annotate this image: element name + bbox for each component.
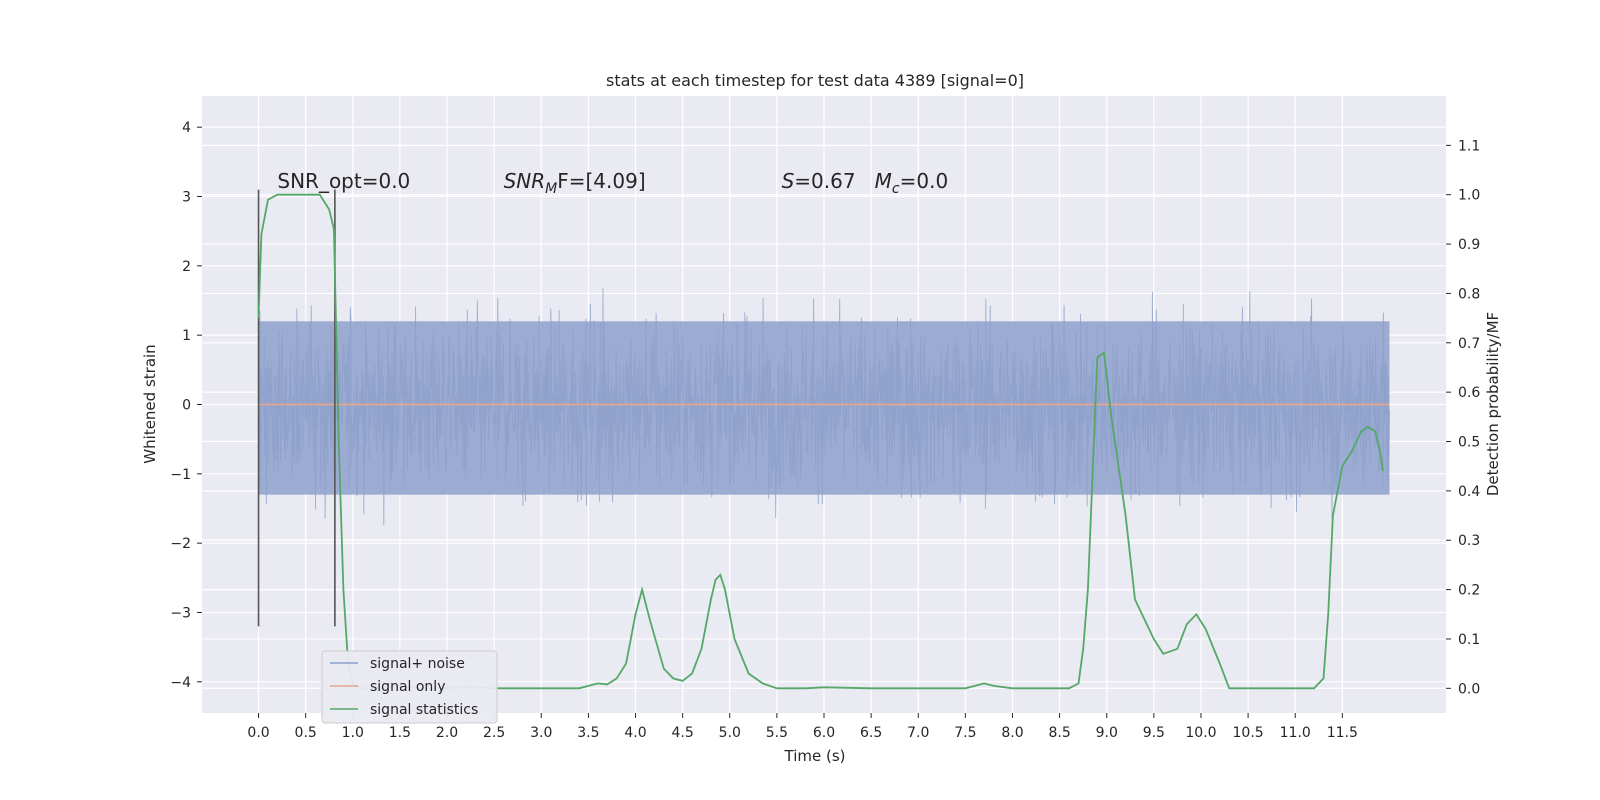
snr-mf-subscript: M [545, 181, 557, 197]
x-tick-label: 2.0 [436, 725, 458, 741]
legend: signal+ noise signal only signal statist… [321, 650, 498, 724]
y-left-tick-label: 1 [182, 328, 191, 344]
y-right-tick-label: 1.1 [1458, 138, 1480, 154]
x-tick-label: 2.5 [483, 725, 505, 741]
annotation-stats: S=0.67 Mc=0.0 [782, 169, 949, 197]
x-tick-label: 1.5 [389, 725, 411, 741]
y-left-tick-label: 3 [182, 190, 191, 206]
x-tick-label: 9.5 [1143, 725, 1165, 741]
y-right-tick-label: 1.0 [1458, 188, 1480, 204]
x-tick-label: 6.0 [813, 725, 835, 741]
y-right-tick-label: 0.2 [1458, 583, 1480, 599]
x-tick-label: 0.5 [295, 725, 317, 741]
stat-mc-value: =0.0 [900, 169, 949, 193]
y-right-tick-label: 0.4 [1458, 484, 1480, 500]
y-left-tick-label: −1 [170, 467, 191, 483]
y-left-tick-label: −3 [170, 605, 191, 621]
x-tick-label: 8.5 [1048, 725, 1070, 741]
x-tick-label: 4.5 [672, 725, 694, 741]
noise-series [258, 288, 1390, 526]
x-tick-label: 7.0 [907, 725, 929, 741]
y-right-tick-label: 0.5 [1458, 435, 1480, 451]
y-right-tick-label: 0.1 [1458, 632, 1480, 648]
stat-mc-symbol: M [875, 169, 892, 193]
y-left-tick-label: 4 [182, 120, 191, 136]
x-tick-label: 3.0 [530, 725, 552, 741]
x-axis-label: Time (s) [784, 747, 846, 765]
legend-box [321, 650, 498, 724]
y-left-axis-label: Whitened strain [141, 344, 159, 463]
y-right-axis-ticks: 1.1 1.0 0.9 0.8 0.7 0.6 0.5 0.4 0.3 0.2 0.1 0.0 [1446, 138, 1480, 697]
stat-mc-subscript: c [892, 181, 900, 197]
legend-label-noise: signal+ noise [370, 656, 465, 672]
x-tick-label: 11.0 [1280, 725, 1311, 741]
y-right-axis-label: Detection probability/MF [1484, 312, 1502, 496]
y-right-tick-label: 0.9 [1458, 237, 1480, 253]
x-tick-label: 5.5 [766, 725, 788, 741]
x-tick-label: 10.5 [1233, 725, 1264, 741]
x-axis-ticks: 0.0 0.5 1.0 1.5 2.0 2.5 3.0 3.5 4.0 4.5 5.0 5.5 6.0 6… [247, 713, 1358, 741]
y-left-axis-ticks: 4 3 2 1 0 −1 −2 −3 −4 [170, 120, 202, 691]
x-tick-label: 7.5 [954, 725, 976, 741]
x-tick-label: 10.0 [1185, 725, 1216, 741]
chart-title: stats at each timestep for test data 438… [606, 71, 1024, 90]
x-tick-label: 3.5 [577, 725, 599, 741]
y-left-tick-label: −4 [170, 675, 191, 691]
stat-s-value: =0.67 [794, 169, 874, 193]
x-tick-label: 1.0 [342, 725, 364, 741]
y-right-tick-label: 0.8 [1458, 286, 1480, 302]
y-left-tick-label: 0 [182, 398, 191, 414]
x-tick-label: 4.0 [624, 725, 646, 741]
y-left-tick-label: 2 [182, 259, 191, 275]
snr-mf-value: F=[4.09] [557, 169, 645, 193]
x-tick-label: 6.5 [860, 725, 882, 741]
noise-core-band [258, 321, 1390, 495]
x-tick-label: 5.0 [719, 725, 741, 741]
x-tick-label: 8.0 [1001, 725, 1023, 741]
x-tick-label: 0.0 [247, 725, 269, 741]
legend-label-signal-only: signal only [370, 679, 445, 695]
y-right-tick-label: 0.3 [1458, 533, 1480, 549]
legend-label-statistics: signal statistics [370, 702, 478, 718]
x-tick-label: 11.5 [1327, 725, 1358, 741]
y-right-tick-label: 0.6 [1458, 385, 1480, 401]
y-right-tick-label: 0.7 [1458, 336, 1480, 352]
y-left-tick-label: −2 [170, 536, 191, 552]
stat-s-symbol: S [782, 169, 795, 193]
annotation-snr-mf: SNRMF=[4.09] [504, 169, 646, 197]
snr-mf-symbol: SNR [504, 169, 546, 193]
y-right-tick-label: 0.0 [1458, 681, 1480, 697]
x-tick-label: 9.0 [1096, 725, 1118, 741]
annotation-snr-opt: SNR_opt=0.0 [277, 169, 410, 193]
